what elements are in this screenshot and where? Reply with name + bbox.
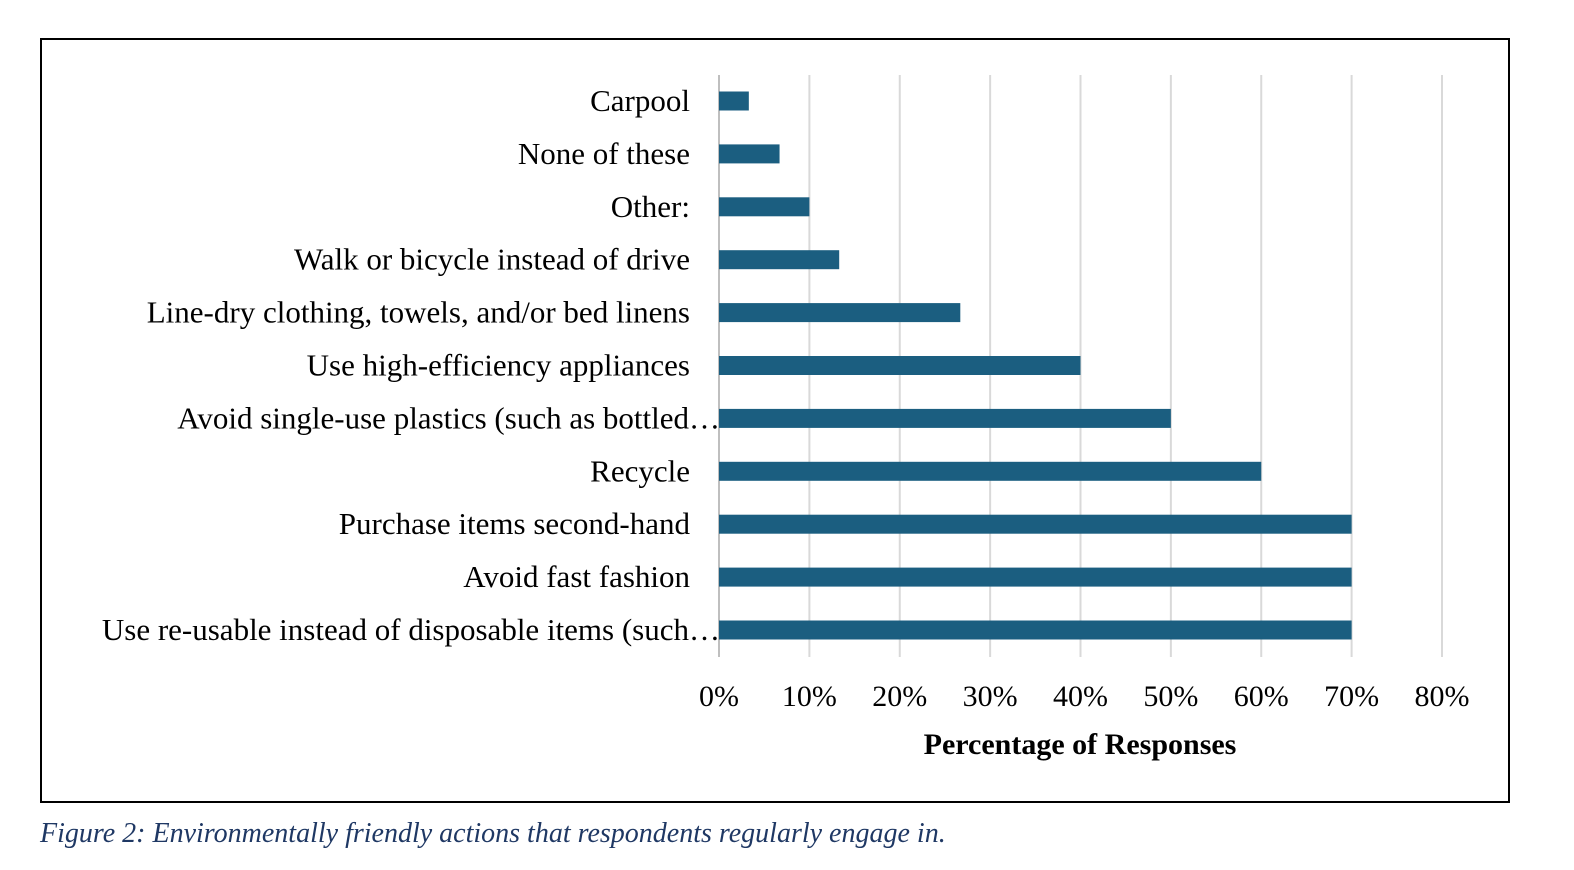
bar — [719, 250, 840, 270]
bar — [719, 356, 1081, 375]
category-label: Walk or bicycle instead of drive — [294, 242, 690, 277]
bar — [719, 408, 1171, 428]
bar — [719, 144, 780, 164]
category-label: Use re-usable instead of disposable item… — [102, 612, 720, 647]
category-label: Avoid fast fashion — [463, 559, 690, 594]
category-labels: Carpool None of these Other: Walk or bicycl… — [102, 83, 720, 647]
category-label: Use high-efficiency appliances — [307, 348, 690, 383]
category-label: Carpool — [590, 83, 690, 118]
figure-caption: Figure 2: Environmentally friendly actio… — [40, 818, 946, 849]
x-axis-title: Percentage of Responses — [924, 728, 1237, 761]
x-tick-label: 30% — [963, 680, 1018, 713]
x-tick-label: 0% — [699, 680, 739, 713]
bar — [719, 91, 749, 111]
bar — [719, 303, 961, 323]
bar — [719, 620, 1352, 640]
category-label: None of these — [518, 136, 690, 171]
category-label: Purchase items second-hand — [339, 506, 691, 541]
bars — [719, 91, 1352, 640]
x-tick-labels: 0% 10% 20% 30% 40% 50% 60% 70% 80% — [699, 680, 1470, 713]
category-label: Line-dry clothing, towels, and/or bed li… — [147, 295, 690, 330]
category-label: Avoid single-use plastics (such as bottl… — [177, 400, 720, 435]
bar — [719, 197, 810, 217]
x-tick-label: 70% — [1324, 680, 1379, 713]
x-tick-label: 80% — [1415, 680, 1470, 713]
x-tick-label: 10% — [782, 680, 837, 713]
x-tick-label: 40% — [1053, 680, 1108, 713]
bar — [719, 461, 1262, 481]
category-label: Other: — [611, 189, 690, 224]
category-label: Recycle — [590, 453, 690, 488]
bar — [719, 514, 1352, 534]
bar — [719, 567, 1352, 587]
x-tick-label: 60% — [1234, 680, 1289, 713]
gridlines — [718, 75, 1443, 657]
x-tick-label: 50% — [1143, 680, 1198, 713]
x-tick-label: 20% — [872, 680, 927, 713]
